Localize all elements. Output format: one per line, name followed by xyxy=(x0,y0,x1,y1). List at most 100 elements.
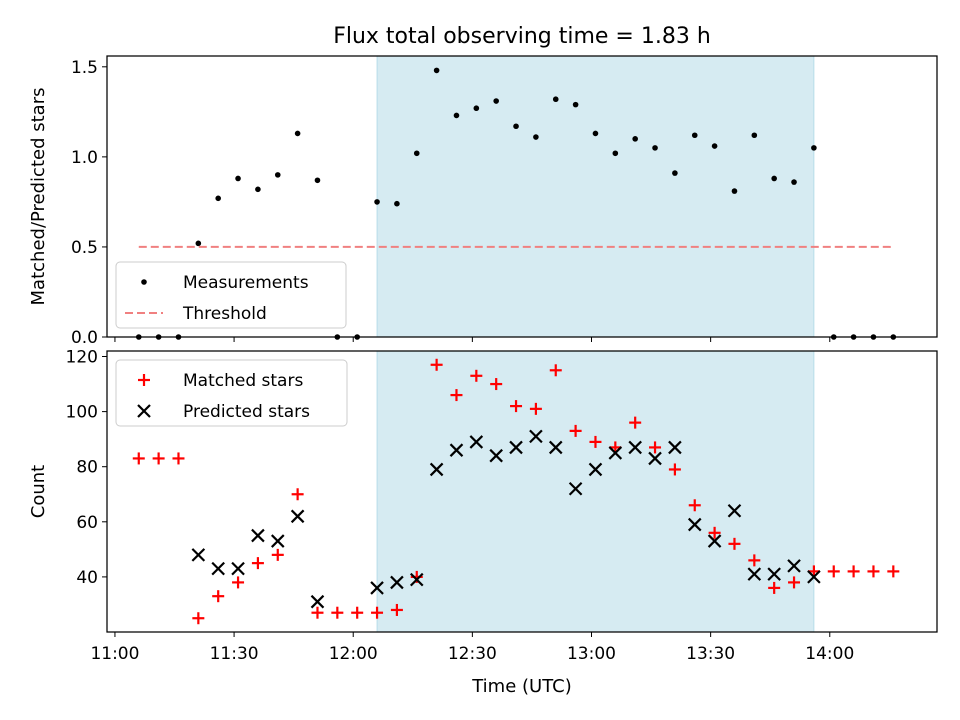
measurement-point xyxy=(672,170,678,176)
matched-star-point xyxy=(470,369,483,382)
predicted-star-point xyxy=(568,481,583,496)
measurement-point xyxy=(691,132,698,139)
predicted-star-point xyxy=(231,561,245,576)
count-marks xyxy=(132,358,900,625)
predicted-star-point xyxy=(449,443,464,457)
predicted-star-point xyxy=(529,429,543,444)
matched-star-point xyxy=(132,452,145,465)
ratio-y-axis-label: Matched/Predicted stars xyxy=(28,88,49,306)
matched-star-point xyxy=(450,389,463,402)
legend-predicted-swatch xyxy=(137,404,151,418)
predicted-star-point xyxy=(409,572,424,587)
measurement-point xyxy=(433,67,440,74)
legend-label: Matched stars xyxy=(183,371,303,391)
x-tick-label: 11:00 xyxy=(90,644,139,664)
predicted-star-point xyxy=(747,567,762,581)
ratio-x-ticks xyxy=(114,337,831,342)
legend-label: Measurements xyxy=(183,273,309,293)
measurement-point xyxy=(791,179,797,185)
matched-star-point xyxy=(430,358,443,371)
matched-star-point xyxy=(311,606,324,619)
legend-measurement-swatch xyxy=(141,279,147,285)
matched-star-point xyxy=(152,452,165,465)
ratio-legend: Measurements Threshold xyxy=(115,261,347,329)
count-y-axis-label: Count xyxy=(28,465,49,518)
matched-star-point xyxy=(887,565,900,578)
measurement-point xyxy=(394,200,400,207)
predicted-star-point xyxy=(489,448,503,463)
count-x-ticks: 11:00 11:30 12:00 12:30 13:00 13:30 14:00 xyxy=(90,632,854,664)
predicted-star-point xyxy=(509,440,523,455)
predicted-star-point xyxy=(370,581,384,595)
observing-window-shade xyxy=(376,350,815,633)
x-tick-label: 13:00 xyxy=(567,644,616,664)
measurement-point xyxy=(711,143,718,149)
matched-star-point xyxy=(748,554,761,567)
matched-star-point xyxy=(232,576,245,589)
measurement-point xyxy=(632,136,638,142)
y-tick-label: 60 xyxy=(76,513,98,533)
legend-box xyxy=(115,359,348,427)
matched-star-point xyxy=(549,364,562,377)
measurement-point xyxy=(195,240,202,247)
measurement-point xyxy=(612,150,619,157)
matched-star-point xyxy=(708,526,721,539)
matched-star-point xyxy=(172,452,185,465)
predicted-star-point xyxy=(310,594,325,609)
predicted-star-point xyxy=(251,528,265,543)
predicted-star-point xyxy=(707,534,722,548)
matched-star-point xyxy=(510,400,523,413)
predicted-star-point xyxy=(290,509,305,524)
predicted-star-point xyxy=(687,517,702,532)
matched-star-point xyxy=(371,606,384,619)
x-tick-label: 12:30 xyxy=(448,644,497,664)
matched-star-point xyxy=(569,424,582,437)
chart-title: Flux total observing time = 1.83 h xyxy=(333,24,711,49)
measurement-point xyxy=(552,96,559,103)
measurement-point xyxy=(215,195,221,202)
matched-star-point xyxy=(688,499,701,512)
predicted-star-point xyxy=(270,534,285,548)
matched-star-point xyxy=(212,590,225,603)
matched-star-point xyxy=(728,537,741,550)
predicted-star-point xyxy=(588,462,603,477)
matched-star-point xyxy=(589,435,602,448)
y-tick-label: 0.5 xyxy=(71,238,98,258)
matched-star-point xyxy=(629,416,642,429)
legend-box xyxy=(115,261,347,329)
predicted-star-point xyxy=(648,451,662,466)
predicted-star-point xyxy=(608,446,623,460)
y-tick-label: 1.0 xyxy=(71,148,98,168)
count-y-ticks: 40 60 80 100 120 xyxy=(66,348,107,588)
x-tick-label: 11:30 xyxy=(210,644,259,664)
observing-window-shade xyxy=(376,55,815,338)
predicted-star-point xyxy=(429,462,444,477)
matched-star-point xyxy=(271,548,284,561)
x-tick-label: 12:00 xyxy=(329,644,378,664)
matched-star-point xyxy=(490,378,503,391)
matched-star-point xyxy=(390,603,403,616)
measurement-point xyxy=(274,172,281,178)
ratio-y-ticks: 0.0 0.5 1.0 1.5 xyxy=(71,58,107,348)
measurement-point xyxy=(374,199,380,205)
matched-star-point xyxy=(649,441,662,454)
matched-star-point xyxy=(291,488,304,501)
matched-star-point xyxy=(827,565,840,578)
count-panel: 40 60 80 100 120 11:00 11:30 12:00 12:30 13:00 13… xyxy=(28,348,938,664)
measurement-point xyxy=(235,175,241,182)
y-tick-label: 100 xyxy=(66,403,98,423)
matched-star-point xyxy=(251,557,264,570)
matched-star-point xyxy=(351,606,364,619)
matched-star-point xyxy=(788,576,801,589)
measurement-point xyxy=(771,175,777,182)
measurement-point xyxy=(572,101,579,108)
matched-star-point xyxy=(867,565,880,578)
y-tick-label: 0.0 xyxy=(71,328,98,348)
legend-label: Threshold xyxy=(182,304,267,324)
predicted-star-point xyxy=(469,435,484,449)
measurement-point xyxy=(652,145,658,151)
measurement-point xyxy=(255,186,261,193)
legend-matched-swatch xyxy=(138,374,150,386)
y-tick-label: 120 xyxy=(66,348,98,368)
ratio-axes-frame xyxy=(106,55,938,338)
